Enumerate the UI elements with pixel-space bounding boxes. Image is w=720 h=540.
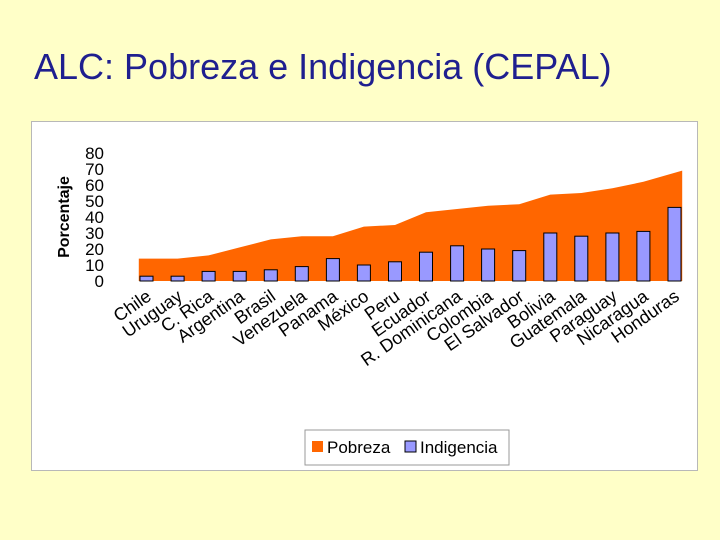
y-tick-label: 50 <box>85 192 104 211</box>
y-tick-label: 40 <box>85 208 104 227</box>
legend-label-pobreza: Pobreza <box>327 438 391 457</box>
indigencia-bar <box>294 266 309 282</box>
chart-panel: Porcentaje 0 10 20 30 40 50 60 70 80 Chile Urugua… <box>31 121 698 471</box>
indigencia-bar <box>325 258 340 282</box>
y-tick-label: 30 <box>85 224 104 243</box>
y-tick-label: 10 <box>85 256 104 275</box>
indigencia-bar <box>481 248 496 282</box>
legend-swatch-pobreza <box>312 441 323 452</box>
pobreza-area <box>138 170 683 281</box>
legend: Pobreza Indigencia <box>304 429 510 466</box>
indigencia-bar <box>388 261 402 282</box>
indigencia-bar <box>543 232 558 282</box>
y-axis-title: Porcentaje <box>56 176 73 258</box>
indigencia-bar <box>139 275 154 282</box>
indigencia-bar <box>667 206 682 282</box>
indigencia-bar <box>356 264 371 282</box>
pobreza-series <box>138 170 683 281</box>
indigencia-bar <box>605 232 620 282</box>
indigencia-bar <box>450 245 465 282</box>
indigencia-bar <box>263 269 278 282</box>
indigencia-bar <box>170 275 185 282</box>
y-tick-label: 0 <box>95 272 104 291</box>
slide-title: ALC: Pobreza e Indigencia (CEPAL) <box>34 46 612 87</box>
y-tick-label: 80 <box>85 144 104 163</box>
y-tick-label: 20 <box>85 240 104 259</box>
indigencia-bar <box>574 235 589 282</box>
y-axis-title-group: Porcentaje <box>56 176 73 258</box>
indigencia-bar <box>512 250 527 282</box>
indigencia-bar <box>636 230 651 282</box>
legend-label-indigencia: Indigencia <box>420 438 498 457</box>
indigencia-bar <box>201 270 216 282</box>
indigencia-bar <box>232 270 247 282</box>
indigencia-bar <box>419 251 433 282</box>
y-tick-label: 70 <box>85 160 104 179</box>
legend-swatch-indigencia <box>404 440 417 453</box>
indigencia-series <box>139 206 682 282</box>
y-tick-label: 60 <box>85 176 104 195</box>
